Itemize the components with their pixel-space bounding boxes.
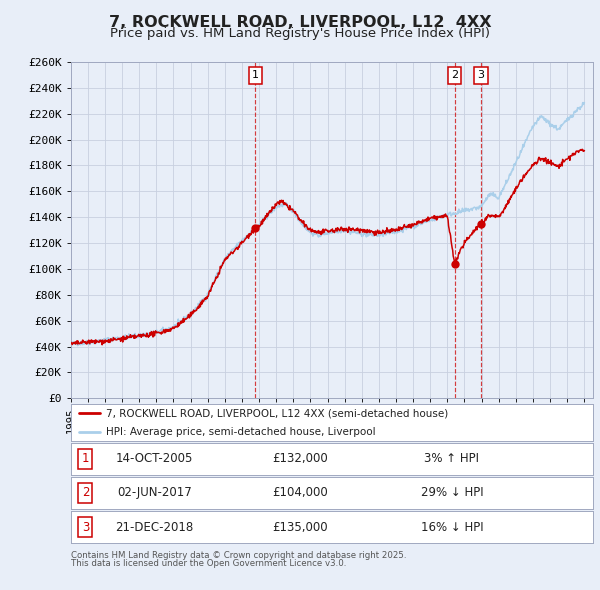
Text: 2: 2 <box>451 70 458 80</box>
Text: This data is licensed under the Open Government Licence v3.0.: This data is licensed under the Open Gov… <box>71 559 346 568</box>
Text: HPI: Average price, semi-detached house, Liverpool: HPI: Average price, semi-detached house,… <box>106 427 376 437</box>
Text: 7, ROCKWELL ROAD, LIVERPOOL, L12 4XX (semi-detached house): 7, ROCKWELL ROAD, LIVERPOOL, L12 4XX (se… <box>106 408 449 418</box>
Text: £104,000: £104,000 <box>272 486 328 500</box>
Text: 3: 3 <box>478 70 485 80</box>
Text: 3: 3 <box>82 520 89 534</box>
Text: 3% ↑ HPI: 3% ↑ HPI <box>424 452 479 466</box>
Text: 2: 2 <box>82 486 89 500</box>
Text: Price paid vs. HM Land Registry's House Price Index (HPI): Price paid vs. HM Land Registry's House … <box>110 27 490 40</box>
Text: 14-OCT-2005: 14-OCT-2005 <box>116 452 193 466</box>
Text: 02-JUN-2017: 02-JUN-2017 <box>117 486 191 500</box>
Text: 7, ROCKWELL ROAD, LIVERPOOL, L12  4XX: 7, ROCKWELL ROAD, LIVERPOOL, L12 4XX <box>109 15 491 30</box>
Text: 29% ↓ HPI: 29% ↓ HPI <box>421 486 483 500</box>
Text: £132,000: £132,000 <box>272 452 328 466</box>
Text: 21-DEC-2018: 21-DEC-2018 <box>115 520 193 534</box>
Text: 1: 1 <box>252 70 259 80</box>
Text: 1: 1 <box>82 452 89 466</box>
Text: Contains HM Land Registry data © Crown copyright and database right 2025.: Contains HM Land Registry data © Crown c… <box>71 551 406 560</box>
Text: 16% ↓ HPI: 16% ↓ HPI <box>421 520 483 534</box>
Text: £135,000: £135,000 <box>272 520 328 534</box>
